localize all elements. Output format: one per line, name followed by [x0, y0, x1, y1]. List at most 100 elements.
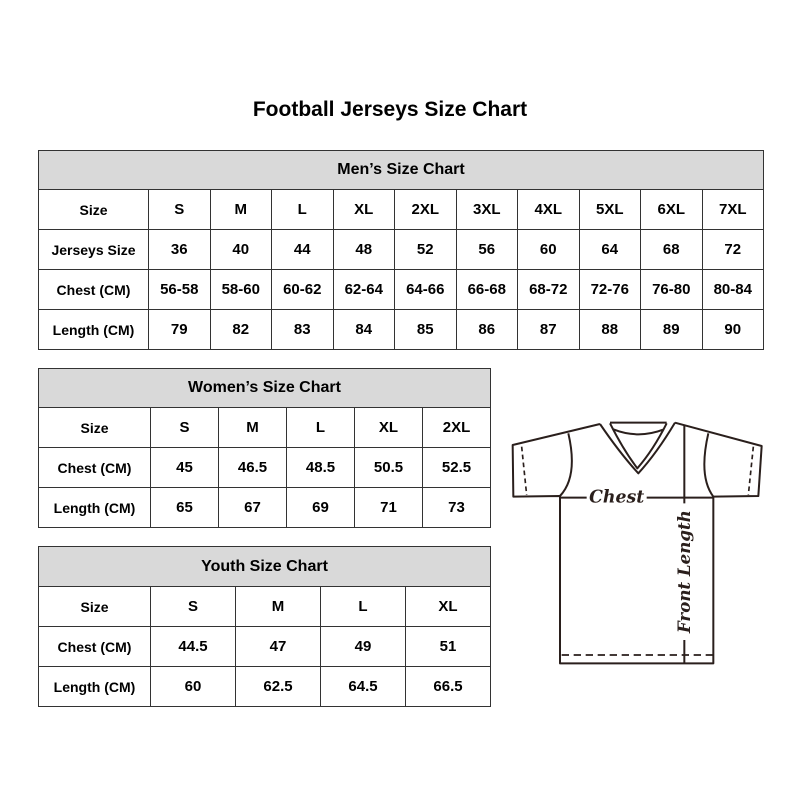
men-table-row: Size S M L XL 2XL 3XL 4XL 5XL 6XL 7XL: [38, 189, 764, 230]
table-cell: 83: [271, 309, 334, 350]
table-cell: 79: [148, 309, 211, 350]
table-cell: 60: [150, 666, 236, 707]
jersey-outline: [511, 421, 763, 665]
table-cell: 89: [640, 309, 703, 350]
womens-table-title: Women’s Size Chart: [38, 368, 491, 408]
table-cell: S: [150, 586, 236, 627]
men-table-row: Length (CM) 79 82 83 84 85 86 87 88 89 90: [38, 309, 764, 350]
table-cell: 2XL: [394, 189, 457, 230]
table-cell: 3XL: [455, 189, 518, 230]
row-label: Length (CM): [38, 666, 151, 707]
youth-table-title: Youth Size Chart: [38, 546, 491, 587]
collar-inner: [609, 421, 668, 470]
table-cell: 73: [422, 487, 491, 528]
table-cell: 64-66: [394, 269, 457, 310]
youth-table-row: Size S M L XL: [38, 586, 491, 627]
table-cell: 72-76: [578, 269, 641, 310]
row-label: Size: [38, 407, 151, 448]
table-cell: 56-58: [148, 269, 211, 310]
table-cell: 2XL: [422, 407, 491, 448]
table-cell: 86: [455, 309, 518, 350]
table-cell: XL: [332, 189, 395, 230]
table-cell: 65: [150, 487, 219, 528]
chest-label: Chest: [589, 487, 644, 507]
table-cell: XL: [405, 586, 491, 627]
table-cell: 66-68: [455, 269, 518, 310]
mens-size-table: Men’s Size Chart Size S M L XL 2XL 3XL 4XL 5XL 6X…: [38, 150, 764, 350]
table-cell: 66.5: [405, 666, 491, 707]
row-label: Length (CM): [38, 487, 151, 528]
table-cell: M: [218, 407, 287, 448]
table-cell: 50.5: [354, 447, 423, 488]
table-cell: 71: [354, 487, 423, 528]
women-table-row: Length (CM) 65 67 69 71 73: [38, 487, 491, 528]
row-label: Jerseys Size: [38, 229, 149, 270]
table-cell: M: [235, 586, 321, 627]
table-cell: 62.5: [235, 666, 321, 707]
table-cell: 60: [517, 229, 580, 270]
front-length-label: Front Length: [674, 510, 694, 634]
table-cell: 88: [578, 309, 641, 350]
table-cell: 52.5: [422, 447, 491, 488]
row-label: Chest (CM): [38, 447, 151, 488]
collar-outer: [599, 422, 676, 475]
youth-table-row: Length (CM) 60 62.5 64.5 66.5: [38, 666, 491, 707]
table-cell: S: [148, 189, 211, 230]
table-cell: 5XL: [578, 189, 641, 230]
table-cell: 6XL: [640, 189, 703, 230]
table-cell: 68-72: [517, 269, 580, 310]
table-cell: 84: [332, 309, 395, 350]
table-cell: M: [209, 189, 272, 230]
table-cell: 69: [286, 487, 355, 528]
mens-table-title: Men’s Size Chart: [38, 150, 764, 190]
row-label: Chest (CM): [38, 626, 151, 667]
table-cell: 64: [578, 229, 641, 270]
table-cell: 64.5: [320, 666, 406, 707]
table-cell: L: [320, 586, 406, 627]
table-cell: S: [150, 407, 219, 448]
table-cell: 44: [271, 229, 334, 270]
table-cell: 36: [148, 229, 211, 270]
table-cell: 67: [218, 487, 287, 528]
table-cell: 40: [209, 229, 272, 270]
table-cell: 68: [640, 229, 703, 270]
womens-size-table: Women’s Size Chart Size S M L XL 2XL Chest (CM…: [38, 368, 491, 528]
table-cell: XL: [354, 407, 423, 448]
youth-size-table: Youth Size Chart Size S M L XL Chest (CM) 44.5…: [38, 546, 491, 707]
table-cell: 87: [517, 309, 580, 350]
table-cell: 76-80: [640, 269, 703, 310]
table-cell: 58-60: [209, 269, 272, 310]
women-table-row: Size S M L XL 2XL: [38, 407, 491, 448]
table-cell: 45: [150, 447, 219, 488]
sleeve-hems: [520, 446, 755, 496]
table-cell: 48.5: [286, 447, 355, 488]
table-cell: 47: [235, 626, 321, 667]
men-table-row: Jerseys Size 36 40 44 48 52 56 60 64 68 72: [38, 229, 764, 270]
table-cell: 62-64: [332, 269, 395, 310]
table-cell: 60-62: [271, 269, 334, 310]
table-cell: 46.5: [218, 447, 287, 488]
table-cell: 44.5: [150, 626, 236, 667]
row-label: Size: [38, 189, 149, 230]
table-cell: 90: [701, 309, 764, 350]
row-label: Size: [38, 586, 151, 627]
table-cell: 52: [394, 229, 457, 270]
row-label: Length (CM): [38, 309, 149, 350]
table-cell: 4XL: [517, 189, 580, 230]
table-cell: 85: [394, 309, 457, 350]
table-cell: 51: [405, 626, 491, 667]
table-cell: 82: [209, 309, 272, 350]
table-cell: 72: [701, 229, 764, 270]
armhole-lines: [559, 433, 715, 498]
table-cell: 49: [320, 626, 406, 667]
men-table-row: Chest (CM) 56-58 58-60 60-62 62-64 64-66 66-68…: [38, 269, 764, 310]
table-cell: 80-84: [701, 269, 764, 310]
table-cell: 48: [332, 229, 395, 270]
youth-table-row: Chest (CM) 44.5 47 49 51: [38, 626, 491, 667]
jersey-measurement-diagram: Chest Front Length: [511, 421, 763, 665]
table-cell: L: [286, 407, 355, 448]
table-cell: 56: [455, 229, 518, 270]
table-cell: 7XL: [701, 189, 764, 230]
row-label: Chest (CM): [38, 269, 149, 310]
